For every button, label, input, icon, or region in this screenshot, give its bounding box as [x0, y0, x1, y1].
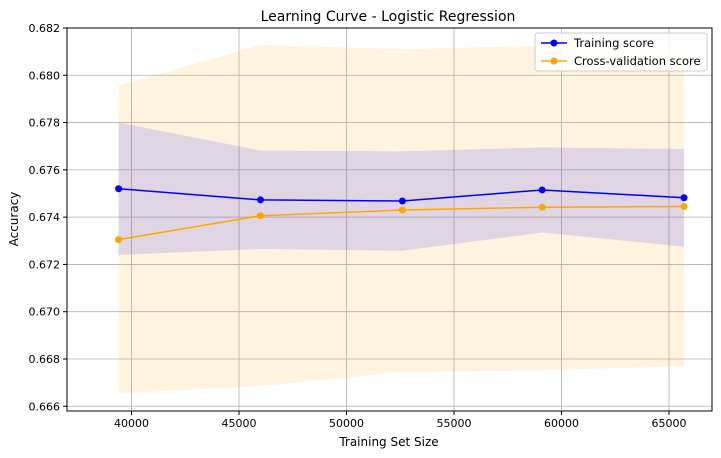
cv-score-point	[398, 206, 406, 214]
confidence-bands	[118, 45, 685, 394]
cv-score-point	[680, 202, 688, 210]
x-tick-label: 45000	[222, 417, 257, 430]
legend-box	[534, 32, 708, 72]
cv-score-point	[115, 236, 123, 244]
y-tick-label: 0.682	[29, 22, 61, 35]
y-tick-label: 0.676	[29, 164, 61, 177]
plot-frame	[66, 27, 713, 412]
x-tick-label: 60000	[544, 417, 579, 430]
y-tick-label: 0.672	[29, 258, 61, 271]
legend-label-cv: Cross-validation score	[574, 54, 701, 68]
training-score-point	[680, 194, 688, 202]
axis-ticks: 40000 45000 50000 55000 60000 65000 0.666 0.668…	[29, 22, 687, 430]
y-tick-label: 0.674	[29, 211, 61, 224]
training-score-point	[115, 185, 123, 193]
y-tick-label: 0.678	[29, 117, 61, 130]
training-band	[118, 122, 685, 255]
legend-label-training: Training score	[573, 36, 654, 50]
series-markers	[115, 185, 688, 244]
y-tick-label: 0.680	[29, 69, 61, 82]
training-score-point	[398, 197, 406, 205]
x-axis-label: Training Set Size	[338, 435, 438, 449]
y-tick-label: 0.668	[29, 353, 61, 366]
training-score-point	[257, 196, 264, 204]
cv-score-point	[257, 212, 264, 220]
cv-score-point	[538, 203, 546, 211]
x-tick-label: 40000	[114, 417, 149, 430]
chart-title: Learning Curve - Logistic Regression	[261, 9, 516, 25]
cv-band	[118, 45, 685, 394]
y-tick-label: 0.670	[29, 306, 61, 319]
x-tick-label: 50000	[329, 417, 364, 430]
training-score-point	[538, 186, 546, 194]
y-tick-label: 0.666	[29, 400, 61, 413]
x-tick-label: 65000	[652, 417, 687, 430]
legend-marker-cv	[550, 57, 558, 65]
legend: Training score Cross-validation score	[534, 32, 708, 72]
x-tick-label: 55000	[437, 417, 472, 430]
legend-marker-training	[550, 39, 558, 47]
y-axis-label: Accuracy	[7, 192, 21, 247]
